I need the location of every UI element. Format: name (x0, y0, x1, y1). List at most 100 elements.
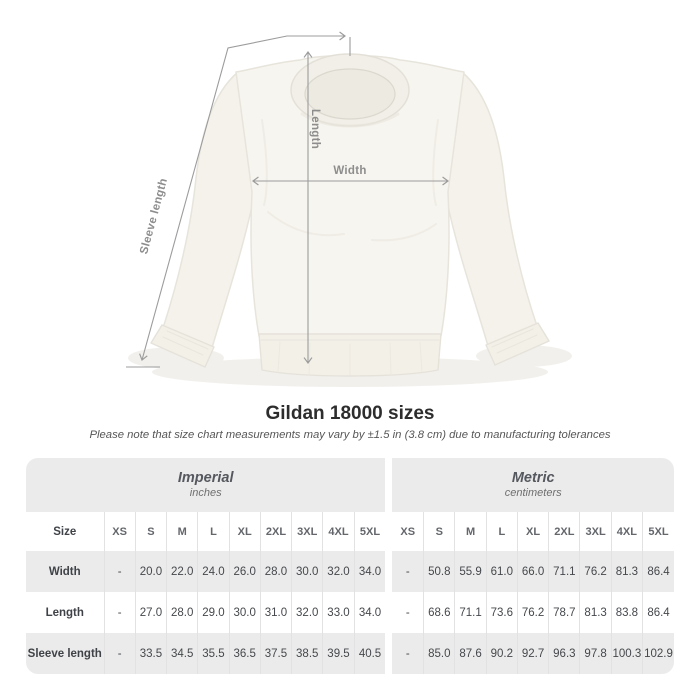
size-value-cell: 92.7 (516, 633, 549, 674)
size-value-cell: 86.4 (642, 551, 674, 592)
size-value-cell: 76.2 (579, 551, 612, 592)
imperial-size-4xl: 4XL (322, 512, 355, 551)
size-value-cell: 28.0 (166, 592, 198, 633)
size-value-cell: - (392, 633, 424, 674)
size-value-cell: 39.5 (322, 633, 355, 674)
group-gap (385, 458, 393, 512)
measurement-lines (126, 31, 450, 368)
size-value-cell: 78.7 (548, 592, 580, 633)
imperial-size-2xl: 2XL (259, 512, 292, 551)
size-value-cell: 33.0 (322, 592, 355, 633)
width-measure-label: Width (333, 165, 366, 177)
size-value-cell: 38.5 (291, 633, 323, 674)
group-gap (385, 633, 393, 674)
size-value-cell: 97.8 (579, 633, 612, 674)
size-value-cell: 22.0 (166, 551, 198, 592)
size-value-cell: 102.9 (642, 633, 674, 674)
sweatshirt-image (150, 53, 550, 377)
metric-group-unit: centimeters (504, 487, 562, 500)
imperial-group-unit: inches (189, 487, 222, 500)
length-row: Length - 27.0 28.0 29.0 30.0 31.0 32.0 3… (26, 592, 674, 633)
size-value-cell: - (392, 551, 424, 592)
size-value-cell: 71.1 (548, 551, 580, 592)
size-value-cell: 73.6 (485, 592, 518, 633)
group-gap (385, 512, 393, 551)
size-header: Size (26, 512, 104, 551)
imperial-size-xs: XS (103, 512, 136, 551)
size-value-cell: - (103, 551, 136, 592)
size-value-cell: 26.0 (228, 551, 261, 592)
size-value-cell: 24.0 (197, 551, 230, 592)
size-value-cell: 85.0 (423, 633, 455, 674)
tolerance-note: Please note that size chart measurements… (89, 429, 611, 441)
metric-size-l: L (485, 512, 518, 551)
metric-size-xl: XL (516, 512, 549, 551)
row-label: Sleeve length (26, 633, 104, 674)
metric-size-5xl: 5XL (642, 512, 674, 551)
size-value-cell: 71.1 (454, 592, 487, 633)
metric-size-4xl: 4XL (610, 512, 643, 551)
size-value-cell: 28.0 (259, 551, 292, 592)
size-value-cell: 66.0 (516, 551, 549, 592)
sleeve-length-row: Sleeve length - 33.5 34.5 35.5 36.5 37.5… (26, 633, 674, 674)
size-value-cell: 34.5 (166, 633, 198, 674)
size-value-cell: 83.8 (610, 592, 643, 633)
size-value-cell: 37.5 (259, 633, 292, 674)
imperial-size-m: M (166, 512, 198, 551)
row-label: Width (26, 551, 104, 592)
page-title: Gildan 18000 sizes (265, 403, 435, 424)
sweatshirt-size-diagram: Width Length Sleeve length (126, 31, 572, 387)
group-gap (385, 551, 393, 592)
size-value-cell: 30.0 (228, 592, 261, 633)
imperial-size-5xl: 5XL (353, 512, 386, 551)
size-value-cell: 32.0 (322, 551, 355, 592)
size-value-cell: 90.2 (485, 633, 518, 674)
size-value-cell: 100.3 (610, 633, 643, 674)
row-label: Length (26, 592, 104, 633)
imperial-size-l: L (197, 512, 230, 551)
size-header-row: Size XS S M L XL 2XL 3XL 4XL 5XL XS S M … (26, 512, 674, 551)
size-value-cell: 96.3 (548, 633, 580, 674)
metric-size-2xl: 2XL (548, 512, 580, 551)
size-value-cell: 68.6 (423, 592, 455, 633)
imperial-size-s: S (134, 512, 167, 551)
size-value-cell: 29.0 (197, 592, 230, 633)
size-value-cell: 34.0 (353, 592, 386, 633)
size-value-cell: 36.5 (228, 633, 261, 674)
length-measure-label: Length (309, 109, 321, 149)
imperial-group-title: Imperial (177, 470, 234, 487)
size-value-cell: 81.3 (579, 592, 612, 633)
size-value-cell: 76.2 (516, 592, 549, 633)
size-value-cell: 81.3 (610, 551, 643, 592)
metric-group-header: Metric centimeters (392, 458, 674, 512)
sleeve-length-measure-label: Sleeve length (138, 177, 170, 255)
metric-size-xs: XS (392, 512, 424, 551)
imperial-size-xl: XL (228, 512, 261, 551)
size-value-cell: 35.5 (197, 633, 230, 674)
width-row: Width - 20.0 22.0 24.0 26.0 28.0 30.0 32… (26, 551, 674, 592)
size-value-cell: - (103, 633, 136, 674)
size-value-cell: 34.0 (353, 551, 386, 592)
size-value-cell: - (103, 592, 136, 633)
size-value-cell: 31.0 (259, 592, 292, 633)
size-value-cell: 30.0 (291, 551, 323, 592)
metric-size-s: S (423, 512, 455, 551)
metric-group-title: Metric (511, 470, 555, 487)
size-value-cell: 86.4 (642, 592, 674, 633)
size-value-cell: 20.0 (134, 551, 167, 592)
size-value-cell: 32.0 (291, 592, 323, 633)
size-value-cell: 33.5 (134, 633, 167, 674)
metric-size-m: M (454, 512, 487, 551)
size-value-cell: - (392, 592, 424, 633)
size-value-cell: 50.8 (423, 551, 455, 592)
metric-size-3xl: 3XL (579, 512, 612, 551)
size-table: Imperial inches Metric centimeters Size … (26, 458, 674, 674)
unit-group-row: Imperial inches Metric centimeters (26, 458, 674, 512)
group-gap (385, 592, 393, 633)
size-value-cell: 87.6 (454, 633, 487, 674)
size-value-cell: 27.0 (134, 592, 167, 633)
size-value-cell: 55.9 (454, 551, 487, 592)
size-table-container: Imperial inches Metric centimeters Size … (26, 458, 674, 674)
size-value-cell: 61.0 (485, 551, 518, 592)
